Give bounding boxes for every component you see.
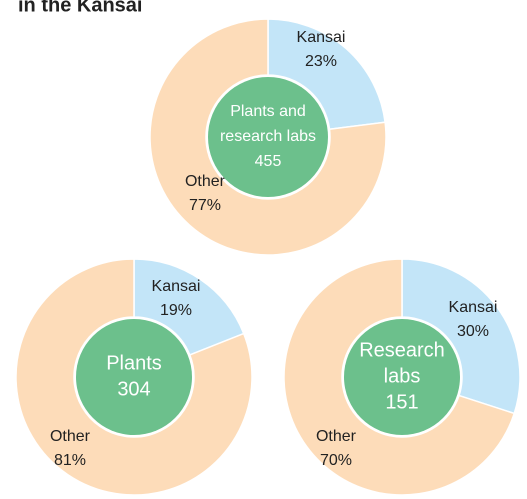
center-label: labs	[384, 365, 421, 387]
segment-value-label: 23%	[305, 53, 337, 70]
segment-value-label: 77%	[189, 197, 221, 214]
segment-value-label: 81%	[54, 452, 86, 469]
donut-segment	[267, 18, 386, 131]
center-value: 151	[385, 391, 418, 413]
donut-center	[76, 319, 192, 435]
segment-label: Kansai	[297, 29, 346, 46]
donut-center	[344, 319, 460, 435]
segment-label: Other	[316, 428, 357, 445]
center-value: 304	[117, 378, 150, 400]
center-label: Plants	[106, 352, 162, 374]
segment-value-label: 70%	[320, 452, 352, 469]
donut-segment	[283, 258, 516, 496]
center-value: 455	[255, 153, 282, 170]
donut-segment	[149, 18, 387, 256]
segment-value-label: 30%	[457, 323, 489, 340]
segment-label: Kansai	[152, 278, 201, 295]
segment-label: Other	[185, 173, 226, 190]
segment-label: Other	[50, 428, 91, 445]
page-title: in the Kansai	[18, 0, 142, 16]
segment-label: Kansai	[449, 299, 498, 316]
donut-segment	[401, 258, 521, 415]
center-label: research labs	[220, 128, 316, 145]
center-label: Research	[359, 339, 445, 361]
donut-center	[208, 77, 328, 197]
center-label: Plants and	[230, 103, 306, 120]
donut-segment	[15, 258, 253, 496]
segment-value-label: 19%	[160, 302, 192, 319]
